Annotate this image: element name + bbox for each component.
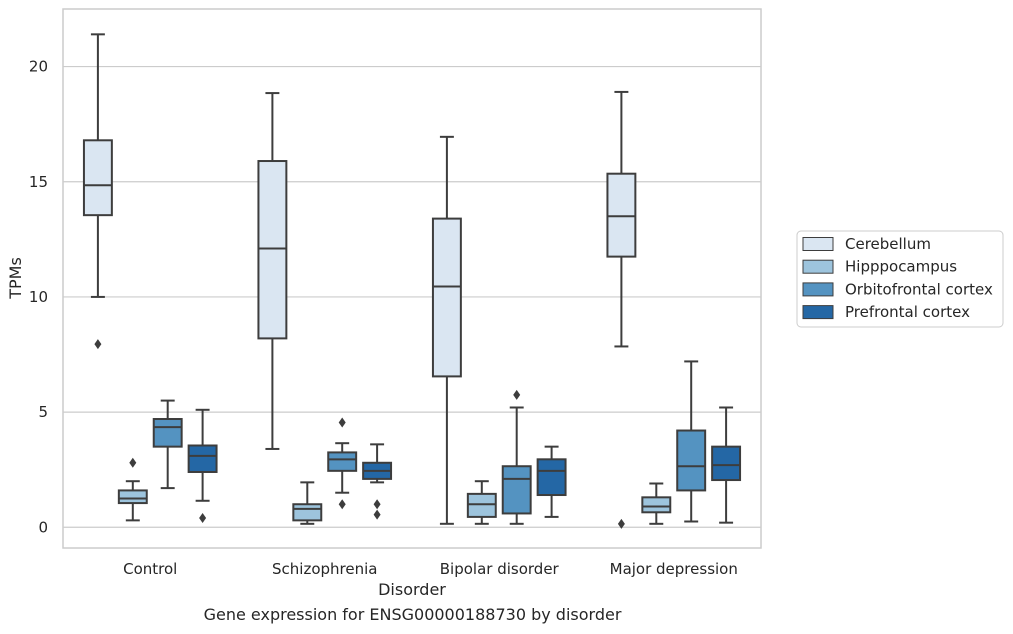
y-tick-label: 15: [29, 173, 48, 191]
x-tick-label: Schizophrenia: [272, 560, 377, 578]
outlier-point: [129, 457, 137, 468]
box-hipppocampus: [641, 482, 672, 525]
box-cerebellum: [431, 135, 462, 525]
box-body: [82, 139, 113, 217]
box-body: [152, 418, 183, 448]
box-body: [117, 489, 148, 505]
box-orbitofrontal-cortex: [327, 417, 358, 510]
box-cerebellum: [606, 90, 637, 529]
box-body: [501, 465, 532, 515]
outlier-point: [373, 499, 381, 510]
box-body: [606, 172, 637, 258]
x-axis-label: Disorder: [378, 580, 446, 599]
x-tick-label: Control: [123, 560, 177, 578]
outlier-point: [513, 389, 521, 400]
outlier-point: [373, 509, 381, 520]
box-prefrontal-cortex: [187, 408, 218, 524]
box-body: [257, 160, 288, 340]
y-tick-label: 5: [38, 403, 48, 421]
legend-label: Cerebellum: [845, 235, 931, 253]
box-body: [676, 429, 707, 492]
y-axis-label: TPMs: [6, 257, 25, 300]
box-body: [641, 496, 672, 514]
box-orbitofrontal-cortex: [152, 399, 183, 490]
box-cerebellum: [257, 92, 288, 450]
box-body: [466, 492, 497, 518]
box-cerebellum: [82, 33, 113, 350]
legend: Cerebellum Hipppocampus Orbitofrontal cort…: [796, 230, 1004, 328]
box-orbitofrontal-cortex: [676, 360, 707, 523]
legend-swatch: [802, 305, 834, 320]
x-tick-labels: Control Schizophrenia Bipolar disorder Majo…: [123, 560, 738, 578]
y-tick-label: 10: [29, 288, 48, 306]
box-hipppocampus: [292, 481, 323, 525]
y-tick-label: 0: [38, 518, 48, 536]
box-prefrontal-cortex: [711, 406, 742, 524]
legend-label: Prefrontal cortex: [845, 303, 970, 321]
box-hipppocampus: [117, 457, 148, 522]
box-body: [536, 458, 567, 497]
legend-swatch: [802, 259, 834, 274]
box-orbitofrontal-cortex: [501, 389, 532, 525]
box-body: [187, 444, 218, 473]
legend-frame: [796, 230, 1004, 328]
outlier-point: [199, 513, 207, 524]
outlier-point: [338, 499, 346, 510]
box-plots: [82, 33, 742, 529]
x-tick-label: Bipolar disorder: [440, 560, 560, 578]
box-prefrontal-cortex: [536, 445, 567, 518]
y-tick-labels: 0 5 10 15 20: [29, 58, 48, 537]
outlier-point: [338, 417, 346, 428]
box-prefrontal-cortex: [362, 443, 393, 520]
legend-label: Orbitofrontal cortex: [845, 280, 993, 298]
box-hipppocampus: [466, 480, 497, 525]
y-tick-label: 20: [29, 58, 48, 76]
outlier-point: [617, 518, 625, 529]
box-body: [327, 451, 358, 472]
y-gridlines: [63, 65, 761, 528]
box-body: [431, 217, 462, 378]
box-body: [711, 445, 742, 482]
box-body: [292, 503, 323, 522]
plot-area: [62, 8, 762, 549]
legend-label: Hipppocampus: [845, 258, 957, 276]
outlier-point: [94, 339, 102, 350]
chart-caption: Gene expression for ENSG00000188730 by d…: [203, 605, 622, 624]
legend-swatch: [802, 282, 834, 297]
x-tick-label: Major depression: [610, 560, 738, 578]
legend-swatch: [802, 237, 834, 251]
